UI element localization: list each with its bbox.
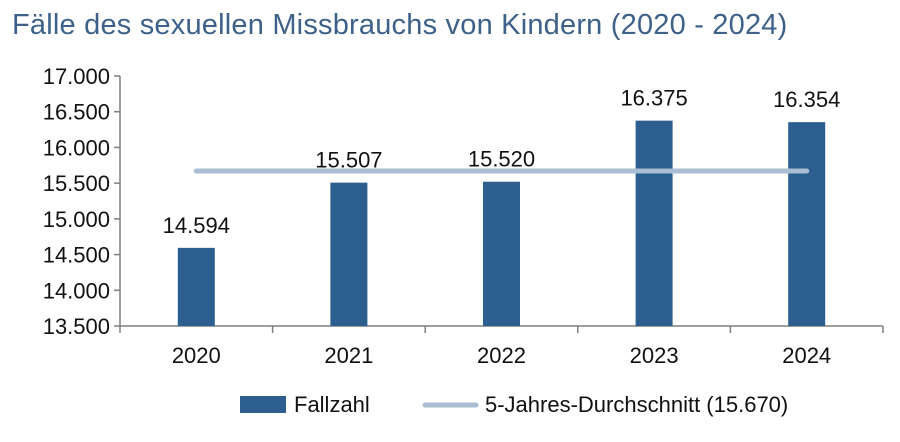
data-label: 15.520 [468,147,535,172]
data-labels: 14.594 15.507 15.520 16.375 16.354 [163,86,841,238]
bar [635,120,673,327]
data-label: 16.354 [773,87,840,112]
data-label: 16.375 [620,86,687,111]
bar [788,122,826,327]
y-tick-label: 13.500 [43,314,110,339]
y-tick-label: 16.500 [43,100,110,125]
x-tick-label: 2021 [324,343,373,368]
x-tick-label: 2020 [172,343,221,368]
x-tick-label: 2023 [630,343,679,368]
legend: Fallzahl 5-Jahres-Durchschnitt (15.670) [240,392,788,417]
x-tick-label: 2022 [477,343,526,368]
y-tick-label: 15.000 [43,207,110,232]
chart-title: Fälle des sexuellen Missbrauchs von Kind… [12,9,788,41]
y-tick-label: 14.500 [43,243,110,268]
axes: 13.500 14.000 14.500 15.000 15.500 16.000 16.5… [43,64,884,368]
legend-swatch-fallzahl [240,396,286,413]
legend-label-average: 5-Jahres-Durchschnitt (15.670) [485,392,788,417]
legend-label-fallzahl: Fallzahl [294,392,370,417]
bar [483,181,520,326]
y-tick-label: 15.500 [43,171,110,196]
x-tick-label: 2024 [782,343,831,368]
bar-series [177,120,826,327]
y-tick-label: 16.000 [43,135,110,160]
data-label: 14.594 [163,213,230,238]
data-label: 15.507 [315,148,382,173]
bar [177,247,215,326]
y-tick-label: 14.000 [43,278,110,303]
y-tick-label: 17.000 [43,64,110,89]
bar [330,182,368,326]
